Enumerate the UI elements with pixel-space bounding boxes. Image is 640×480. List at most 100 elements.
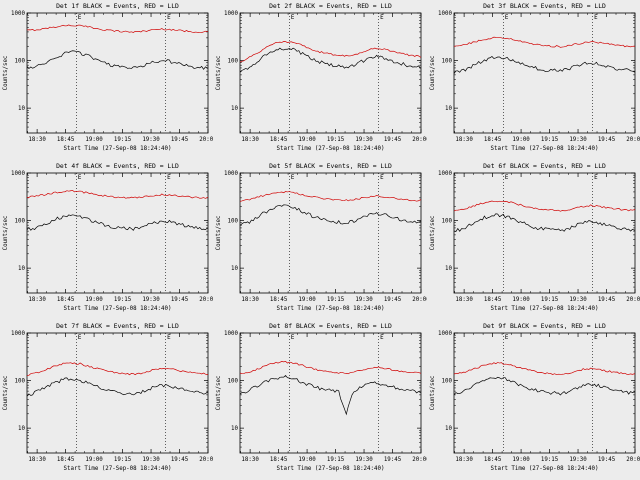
x-tick-label: 19:45 [171, 457, 189, 463]
x-tick-label: 19:30 [356, 297, 374, 303]
lld-curve [240, 41, 422, 63]
y-tick-label: 1000 [224, 331, 238, 337]
x-tick-label: 19:30 [142, 297, 160, 303]
x-tick-label: 19:00 [512, 297, 530, 303]
event-marker-label: E [594, 15, 598, 21]
x-tick-label: 19:15 [541, 457, 559, 463]
lld-curve [240, 191, 422, 202]
event-marker-label: E [594, 335, 598, 341]
y-tick-label: 1000 [224, 11, 238, 17]
plot-box [239, 332, 422, 454]
chart-det-9f: Det 9f BLACK = Events, RED = LLD 10 100 100… [427, 320, 640, 480]
x-tick-label: 18:45 [270, 297, 288, 303]
x-axis-label: Start Time (27-Sep-08 18:24:40) [490, 466, 598, 472]
chart-det-4f: Det 4f BLACK = Events, RED = LLD 10 100 100… [0, 160, 213, 320]
lld-curve [453, 36, 635, 48]
x-axis-label: Start Time (27-Sep-08 18:24:40) [64, 146, 172, 152]
event-marker-label: E [380, 335, 384, 341]
y-tick-label: 100 [228, 219, 239, 225]
y-tick-label: 1000 [11, 11, 25, 17]
x-tick-label: 18:30 [242, 137, 260, 143]
x-tick-label: 19:45 [597, 137, 615, 143]
y-tick-label: 10 [231, 266, 238, 272]
events-curve [26, 214, 208, 231]
plot-box [453, 172, 636, 294]
plot-box [239, 172, 422, 294]
y-axis-label: Counts/sec [3, 56, 9, 91]
x-tick-label: 20:00 [199, 297, 213, 303]
x-tick-label: 20:00 [413, 297, 427, 303]
events-curve [26, 50, 208, 70]
y-tick-label: 100 [441, 59, 452, 65]
y-tick-label: 1000 [11, 171, 25, 177]
y-tick-label: 10 [445, 106, 452, 112]
plot-title: Det 8f BLACK = Events, RED = LLD [269, 322, 392, 330]
x-tick-label: 20:00 [626, 297, 640, 303]
lld-curve [453, 200, 635, 212]
x-tick-label: 19:45 [171, 137, 189, 143]
x-tick-label: 18:30 [455, 297, 473, 303]
y-tick-label: 10 [445, 426, 452, 432]
plot-svg: Det 5f BLACK = Events, RED = LLD 10 100 100… [216, 162, 427, 312]
x-tick-label: 18:45 [57, 137, 75, 143]
plot-title: Det 5f BLACK = Events, RED = LLD [269, 162, 392, 170]
x-tick-label: 19:45 [384, 137, 402, 143]
events-curve [453, 213, 635, 232]
x-tick-label: 19:30 [142, 137, 160, 143]
plot-svg: Det 8f BLACK = Events, RED = LLD 10 100 100… [216, 322, 427, 472]
x-tick-label: 18:30 [28, 457, 46, 463]
x-tick-label: 19:00 [299, 297, 317, 303]
y-tick-label: 1000 [438, 171, 452, 177]
x-tick-label: 19:00 [299, 137, 317, 143]
plot-box [26, 12, 209, 134]
lld-curve [26, 189, 208, 199]
x-tick-label: 20:00 [199, 137, 213, 143]
x-tick-label: 19:15 [114, 457, 132, 463]
x-tick-label: 19:00 [85, 297, 103, 303]
y-tick-label: 10 [231, 426, 238, 432]
plot-box [453, 332, 636, 454]
chart-det-7f: Det 7f BLACK = Events, RED = LLD 10 100 100… [0, 320, 213, 480]
x-tick-label: 18:30 [455, 457, 473, 463]
y-tick-label: 100 [228, 379, 239, 385]
plot-title: Det 3f BLACK = Events, RED = LLD [483, 2, 606, 10]
y-tick-label: 10 [445, 266, 452, 272]
x-tick-label: 18:45 [270, 137, 288, 143]
plot-title: Det 9f BLACK = Events, RED = LLD [483, 322, 606, 330]
x-axis-label: Start Time (27-Sep-08 18:24:40) [277, 466, 385, 472]
plot-svg: Det 6f BLACK = Events, RED = LLD 10 100 100… [430, 162, 640, 312]
event-marker-label: E [505, 175, 509, 181]
plot-box [239, 12, 422, 134]
x-tick-label: 20:00 [413, 137, 427, 143]
plot-svg: Det 7f BLACK = Events, RED = LLD 10 100 100… [3, 322, 213, 472]
y-axis-label: Counts/sec [430, 216, 436, 251]
x-tick-label: 18:30 [455, 137, 473, 143]
x-tick-label: 20:00 [199, 457, 213, 463]
x-tick-label: 18:45 [484, 137, 502, 143]
events-curve [240, 375, 422, 416]
x-tick-label: 18:45 [57, 457, 75, 463]
x-axis-label: Start Time (27-Sep-08 18:24:40) [277, 306, 385, 312]
event-marker-label: E [594, 175, 598, 181]
x-tick-label: 18:30 [242, 457, 260, 463]
x-tick-label: 20:00 [413, 457, 427, 463]
plot-svg: Det 4f BLACK = Events, RED = LLD 10 100 100… [3, 162, 213, 312]
x-tick-label: 19:30 [142, 457, 160, 463]
events-curve [26, 377, 208, 397]
event-marker-label: E [380, 175, 384, 181]
chart-det-8f: Det 8f BLACK = Events, RED = LLD 10 100 100… [213, 320, 426, 480]
lld-curve [453, 362, 635, 376]
event-marker-label: E [505, 335, 509, 341]
chart-det-6f: Det 6f BLACK = Events, RED = LLD 10 100 100… [427, 160, 640, 320]
y-tick-label: 1000 [224, 171, 238, 177]
events-curve [240, 47, 422, 73]
x-axis-label: Start Time (27-Sep-08 18:24:40) [64, 466, 172, 472]
x-tick-label: 19:30 [356, 137, 374, 143]
plot-svg: Det 3f BLACK = Events, RED = LLD 10 100 100… [430, 2, 640, 152]
events-curve [453, 376, 635, 396]
lld-curve [26, 362, 208, 376]
chart-det-2f: Det 2f BLACK = Events, RED = LLD 10 100 100… [213, 0, 426, 160]
x-tick-label: 19:30 [356, 457, 374, 463]
x-tick-label: 19:00 [512, 457, 530, 463]
plot-title: Det 7f BLACK = Events, RED = LLD [56, 322, 179, 330]
